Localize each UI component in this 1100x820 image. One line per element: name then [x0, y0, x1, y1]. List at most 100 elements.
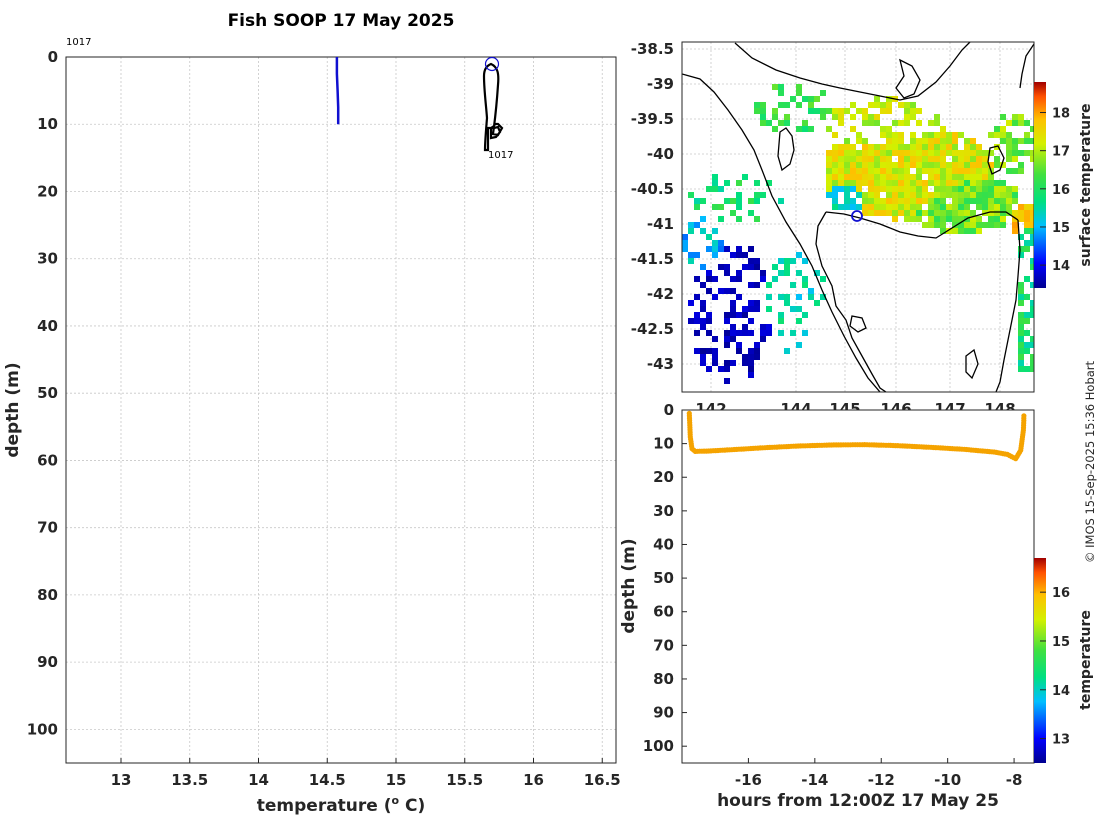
temperature-colorbar-ticks: 13 14 15 16: [1040, 586, 1070, 748]
sst-pixel: [1012, 114, 1018, 120]
sst-pixel: [946, 162, 952, 168]
sst-pixel: [958, 156, 964, 162]
sst-pixel: [922, 210, 928, 216]
sst-pixel: [838, 204, 844, 210]
sst-pixel: [1000, 222, 1006, 228]
sst-pixel: [892, 180, 898, 186]
sst-pixel: [886, 174, 892, 180]
sst-pixel: [730, 360, 736, 366]
sst-pixel: [862, 114, 868, 120]
sst-pixel: [700, 216, 706, 222]
sst-pixel: [718, 366, 724, 372]
sst-pixel: [874, 150, 880, 156]
sst-pixel: [874, 204, 880, 210]
sst-pixel: [850, 126, 856, 132]
sst-pixel: [952, 198, 958, 204]
sst-pixel: [886, 108, 892, 114]
sst-pixel: [946, 216, 952, 222]
sst-pixel: [1012, 192, 1018, 198]
sst-pixel: [946, 132, 952, 138]
sst-pixel: [748, 366, 754, 372]
sst-pixel: [706, 276, 712, 282]
sst-pixel: [730, 306, 736, 312]
sst-pixel: [1018, 318, 1024, 324]
sst-pixel: [754, 198, 760, 204]
sst-pixel: [916, 180, 922, 186]
profile-y-tick-label: 0: [48, 48, 58, 66]
sst-pixel: [862, 138, 868, 144]
sst-pixel: [1012, 156, 1018, 162]
sst-pixel: [796, 126, 802, 132]
sst-pixel: [946, 150, 952, 156]
sst-pixel: [1024, 228, 1030, 234]
sst-pixel: [1000, 132, 1006, 138]
sst-pixel: [898, 186, 904, 192]
sst-pixel: [724, 246, 730, 252]
sst-pixel: [790, 330, 796, 336]
section-plot: -16 -14 -12 -10 -8 0 10 20 30 40 50 60 70 80 90 100 13…: [619, 401, 1094, 811]
sst-pixel: [910, 150, 916, 156]
sst-pixel: [946, 168, 952, 174]
sst-pixel: [754, 108, 760, 114]
sst-pixel: [892, 150, 898, 156]
sst-pixel: [934, 144, 940, 150]
sst-pixel: [706, 270, 712, 276]
profile-x-tick-label: 13: [111, 771, 132, 789]
sst-pixel: [940, 216, 946, 222]
sst-pixel: [1000, 138, 1006, 144]
sst-pixel: [760, 114, 766, 120]
sst-pixel: [964, 222, 970, 228]
temperature-colorbar-tick-label: 13: [1052, 733, 1070, 748]
sst-pixel: [976, 144, 982, 150]
sst-pixel: [964, 180, 970, 186]
sst-pixel: [880, 126, 886, 132]
sst-pixel: [928, 192, 934, 198]
sst-pixel: [922, 156, 928, 162]
sst-pixel: [754, 348, 760, 354]
section-y-tick-label: 10: [653, 435, 674, 453]
sst-pixel: [874, 156, 880, 162]
sst-pixel: [712, 246, 718, 252]
sst-pixel: [940, 150, 946, 156]
sst-pixel: [982, 156, 988, 162]
sst-pixel: [1018, 366, 1024, 372]
sst-pixel: [940, 222, 946, 228]
sst-pixel: [952, 192, 958, 198]
sst-pixel: [1000, 126, 1006, 132]
sst-pixel: [796, 102, 802, 108]
sst-pixel: [964, 198, 970, 204]
sst-pixel: [928, 156, 934, 162]
sst-pixel: [946, 204, 952, 210]
sst-pixel: [904, 108, 910, 114]
sst-pixel: [760, 108, 766, 114]
sst-pixel: [886, 204, 892, 210]
sst-pixel: [934, 120, 940, 126]
sst-pixel: [886, 102, 892, 108]
sst-pixel: [952, 228, 958, 234]
sst-pixel: [862, 180, 868, 186]
sst-pixel: [958, 210, 964, 216]
sst-pixel: [1018, 342, 1024, 348]
profile-y-tick-label: 100: [27, 720, 58, 738]
sst-pixel: [772, 108, 778, 114]
sst-pixel: [862, 108, 868, 114]
sst-pixel: [892, 132, 898, 138]
sst-pixel: [964, 138, 970, 144]
sst-pixel: [856, 174, 862, 180]
sst-pixel: [1024, 294, 1030, 300]
sst-pixel: [862, 156, 868, 162]
sst-pixel: [874, 186, 880, 192]
sst-pixel: [1030, 156, 1034, 162]
sst-pixel: [922, 180, 928, 186]
sst-pixel: [904, 150, 910, 156]
sst-pixel: [904, 204, 910, 210]
sst-pixel: [742, 312, 748, 318]
sst-pixel: [910, 156, 916, 162]
sst-pixel: [1006, 210, 1012, 216]
sst-pixel: [730, 210, 736, 216]
sst-pixel: [730, 198, 736, 204]
sst-pixel: [880, 150, 886, 156]
map-lat-tick-label: -38.5: [631, 40, 674, 58]
sst-pixel: [952, 144, 958, 150]
